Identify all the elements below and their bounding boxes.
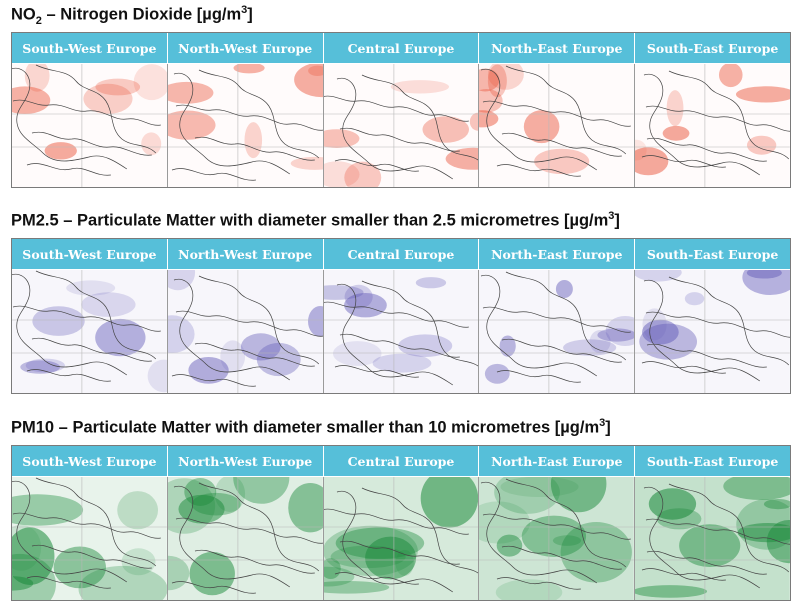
tab-central-europe[interactable]: Central Europe — [323, 33, 480, 63]
map-south-east-europe[interactable] — [635, 477, 790, 600]
map-panel-pm25: South-West Europe North-West Europe Cent… — [11, 238, 791, 394]
map-panel-pm10: South-West Europe North-West Europe Cent… — [11, 445, 791, 601]
pollution-map-image — [635, 64, 790, 187]
pollution-map-image — [167, 64, 323, 187]
pollution-map-image — [479, 64, 635, 187]
region-tabs: South-West Europe North-West Europe Cent… — [12, 446, 790, 476]
pollution-map-image — [635, 477, 790, 600]
map-north-west-europe[interactable] — [167, 270, 324, 393]
pollution-map-image — [479, 477, 635, 600]
map-south-west-europe[interactable] — [12, 477, 168, 600]
map-central-europe[interactable] — [323, 477, 480, 600]
section-title-pm10: PM10 – Particulate Matter with diameter … — [11, 417, 611, 437]
tab-south-west-europe[interactable]: South-West Europe — [12, 33, 168, 63]
pollution-map-image — [635, 270, 790, 393]
region-tabs: South-West Europe North-West Europe Cent… — [12, 33, 790, 63]
section-title-pm25: PM2.5 – Particulate Matter with diameter… — [11, 210, 620, 230]
pollution-map-image — [323, 64, 479, 187]
map-north-west-europe[interactable] — [167, 64, 324, 187]
map-central-europe[interactable] — [323, 270, 480, 393]
map-south-east-europe[interactable] — [635, 270, 790, 393]
tab-north-west-europe[interactable]: North-West Europe — [167, 446, 324, 476]
pollution-map-image — [12, 270, 167, 393]
section-title-no2: NO2 – Nitrogen Dioxide [µg/m3] — [11, 4, 253, 27]
map-north-east-europe[interactable] — [479, 64, 636, 187]
tab-north-west-europe[interactable]: North-West Europe — [167, 239, 324, 269]
section-no2: NO2 – Nitrogen Dioxide [µg/m3] South-Wes… — [0, 4, 800, 194]
tab-north-east-europe[interactable]: North-East Europe — [479, 446, 636, 476]
pollution-map-image — [323, 477, 479, 600]
tab-south-west-europe[interactable]: South-West Europe — [12, 446, 168, 476]
pollution-map-image — [323, 270, 479, 393]
tab-south-east-europe[interactable]: South-East Europe — [635, 33, 790, 63]
map-south-east-europe[interactable] — [635, 64, 790, 187]
tab-south-east-europe[interactable]: South-East Europe — [635, 239, 790, 269]
map-north-east-europe[interactable] — [479, 270, 636, 393]
map-central-europe[interactable] — [323, 64, 480, 187]
map-row — [12, 477, 790, 600]
pollution-map-image — [167, 270, 323, 393]
map-south-west-europe[interactable] — [12, 270, 168, 393]
region-tabs: South-West Europe North-West Europe Cent… — [12, 239, 790, 269]
pollution-map-image — [12, 64, 167, 187]
map-south-west-europe[interactable] — [12, 64, 168, 187]
tab-south-west-europe[interactable]: South-West Europe — [12, 239, 168, 269]
tab-north-east-europe[interactable]: North-East Europe — [479, 33, 636, 63]
tab-central-europe[interactable]: Central Europe — [323, 446, 480, 476]
section-pm25: PM2.5 – Particulate Matter with diameter… — [0, 210, 800, 400]
map-panel-no2: South-West Europe North-West Europe Cent… — [11, 32, 791, 188]
pollution-map-image — [167, 477, 323, 600]
pollution-map-image — [479, 270, 635, 393]
section-pm10: PM10 – Particulate Matter with diameter … — [0, 417, 800, 607]
tab-south-east-europe[interactable]: South-East Europe — [635, 446, 790, 476]
pollution-map-image — [12, 477, 167, 600]
map-north-west-europe[interactable] — [167, 477, 324, 600]
tab-north-east-europe[interactable]: North-East Europe — [479, 239, 636, 269]
map-row — [12, 64, 790, 187]
tab-central-europe[interactable]: Central Europe — [323, 239, 480, 269]
map-row — [12, 270, 790, 393]
map-north-east-europe[interactable] — [479, 477, 636, 600]
tab-north-west-europe[interactable]: North-West Europe — [167, 33, 324, 63]
